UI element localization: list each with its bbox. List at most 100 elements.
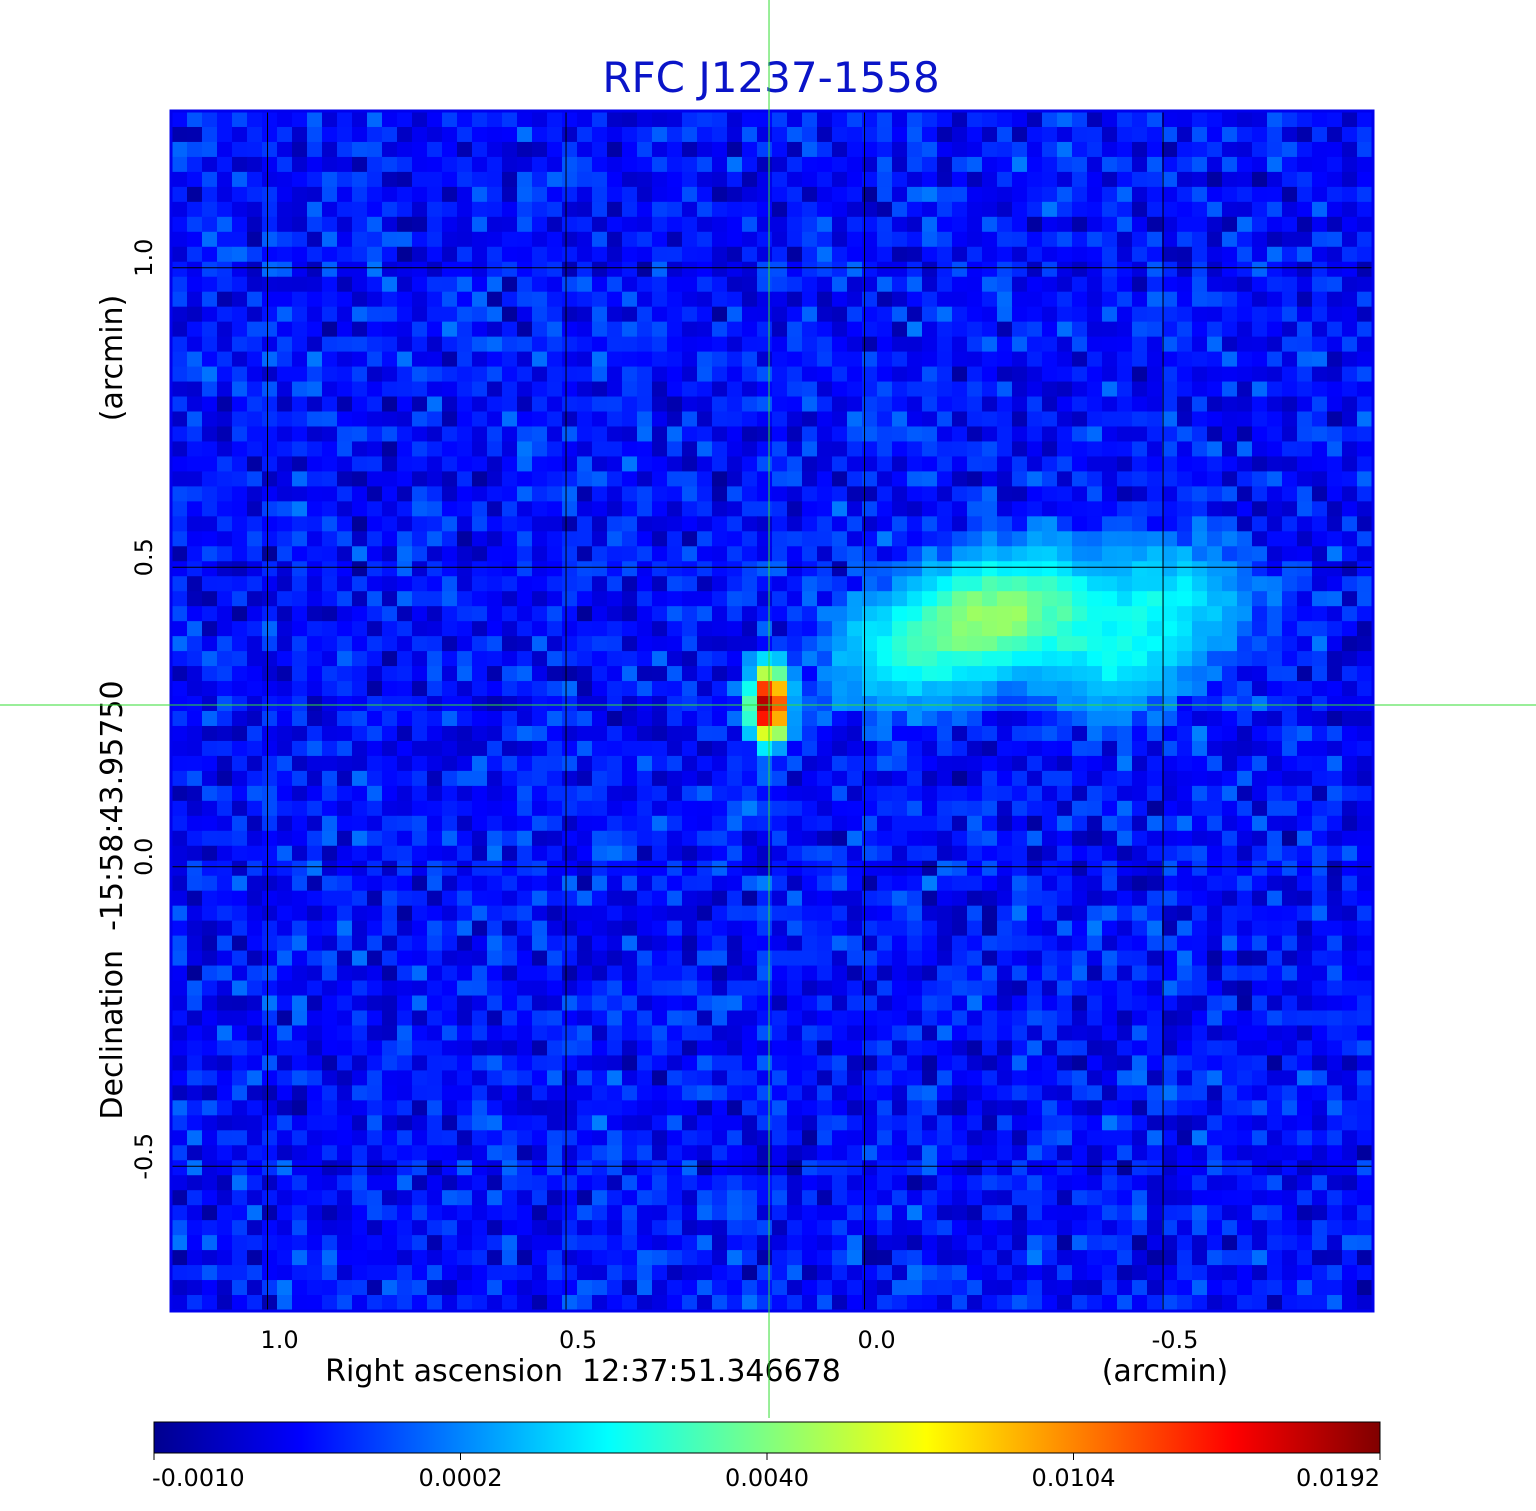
image-pixel [892,1010,908,1027]
image-pixel [1207,156,1223,173]
image-pixel [292,890,308,907]
image-pixel [937,381,953,398]
image-pixel [577,471,593,487]
image-pixel [1267,875,1283,892]
image-pixel [742,231,758,248]
image-pixel [1072,965,1088,982]
image-pixel [862,516,878,532]
image-pixel [412,186,428,203]
image-pixel [877,261,893,278]
image-pixel [1147,291,1163,308]
image-pixel [1327,261,1343,278]
image-pixel [382,651,398,667]
image-pixel [442,980,458,997]
image-pixel [1192,740,1208,757]
image-pixel [547,815,563,832]
image-pixel [1342,546,1358,562]
image-pixel [802,740,818,757]
image-pixel [517,935,533,952]
image-pixel [202,561,218,577]
image-pixel [1087,381,1103,398]
image-pixel [1237,201,1253,218]
image-pixel [232,171,248,188]
image-pixel [292,426,308,443]
image-pixel [1297,516,1313,532]
image-pixel [277,696,293,712]
image-pixel [982,905,998,922]
image-pixel [592,336,608,353]
image-pixel [697,306,713,323]
image-pixel [832,351,848,368]
image-pixel [667,561,683,577]
image-pixel [1327,366,1343,383]
image-pixel [1087,711,1103,727]
image-pixel [232,636,248,652]
image-pixel [877,396,893,413]
image-pixel [892,141,908,158]
image-pixel [232,546,248,562]
image-pixel [577,186,593,203]
image-pixel [217,830,233,847]
image-pixel [457,681,473,697]
image-pixel [697,112,713,128]
image-pixel [1252,740,1268,757]
image-pixel [727,231,743,248]
image-pixel [1327,486,1343,502]
image-pixel [997,156,1013,173]
image-pixel [277,606,293,622]
image-pixel [652,845,668,862]
image-pixel [1297,112,1313,128]
image-pixel [1327,276,1343,293]
image-pixel [922,231,938,248]
image-pixel [802,291,818,308]
image-pixel [667,156,683,173]
image-pixel [1117,755,1133,772]
image-pixel [1072,935,1088,952]
image-pixel [982,636,998,652]
image-pixel [757,651,773,667]
image-pixel [1297,696,1313,712]
image-pixel [667,471,683,487]
image-pixel [667,666,683,682]
image-pixel [757,681,773,697]
image-pixel [412,246,428,263]
image-pixel [427,890,443,907]
image-pixel [1102,516,1118,532]
image-pixel [232,396,248,413]
image-pixel [502,396,518,413]
image-pixel [727,860,743,877]
image-pixel [637,306,653,323]
image-pixel [1267,411,1283,428]
image-pixel [217,291,233,308]
image-pixel [277,636,293,652]
image-pixel [457,246,473,263]
image-pixel [442,755,458,772]
image-pixel [877,696,893,712]
image-pixel [487,531,503,547]
image-pixel [1282,306,1298,323]
image-pixel [232,905,248,922]
image-pixel [277,261,293,278]
image-pixel [172,965,188,982]
image-pixel [337,396,353,413]
image-pixel [862,126,878,143]
image-pixel [862,965,878,982]
image-pixel [1357,246,1372,263]
image-pixel [1312,351,1328,368]
image-pixel [532,995,548,1012]
image-pixel [1297,306,1313,323]
image-pixel [502,666,518,682]
image-pixel [232,216,248,233]
image-pixel [232,141,248,158]
image-pixel [262,246,278,263]
image-pixel [1027,291,1043,308]
image-pixel [1147,216,1163,233]
image-pixel [1297,231,1313,248]
image-pixel [622,711,638,727]
image-pixel [1102,950,1118,967]
image-pixel [757,246,773,263]
image-pixel [577,396,593,413]
image-pixel [397,171,413,188]
image-pixel [277,770,293,787]
image-pixel [442,261,458,278]
